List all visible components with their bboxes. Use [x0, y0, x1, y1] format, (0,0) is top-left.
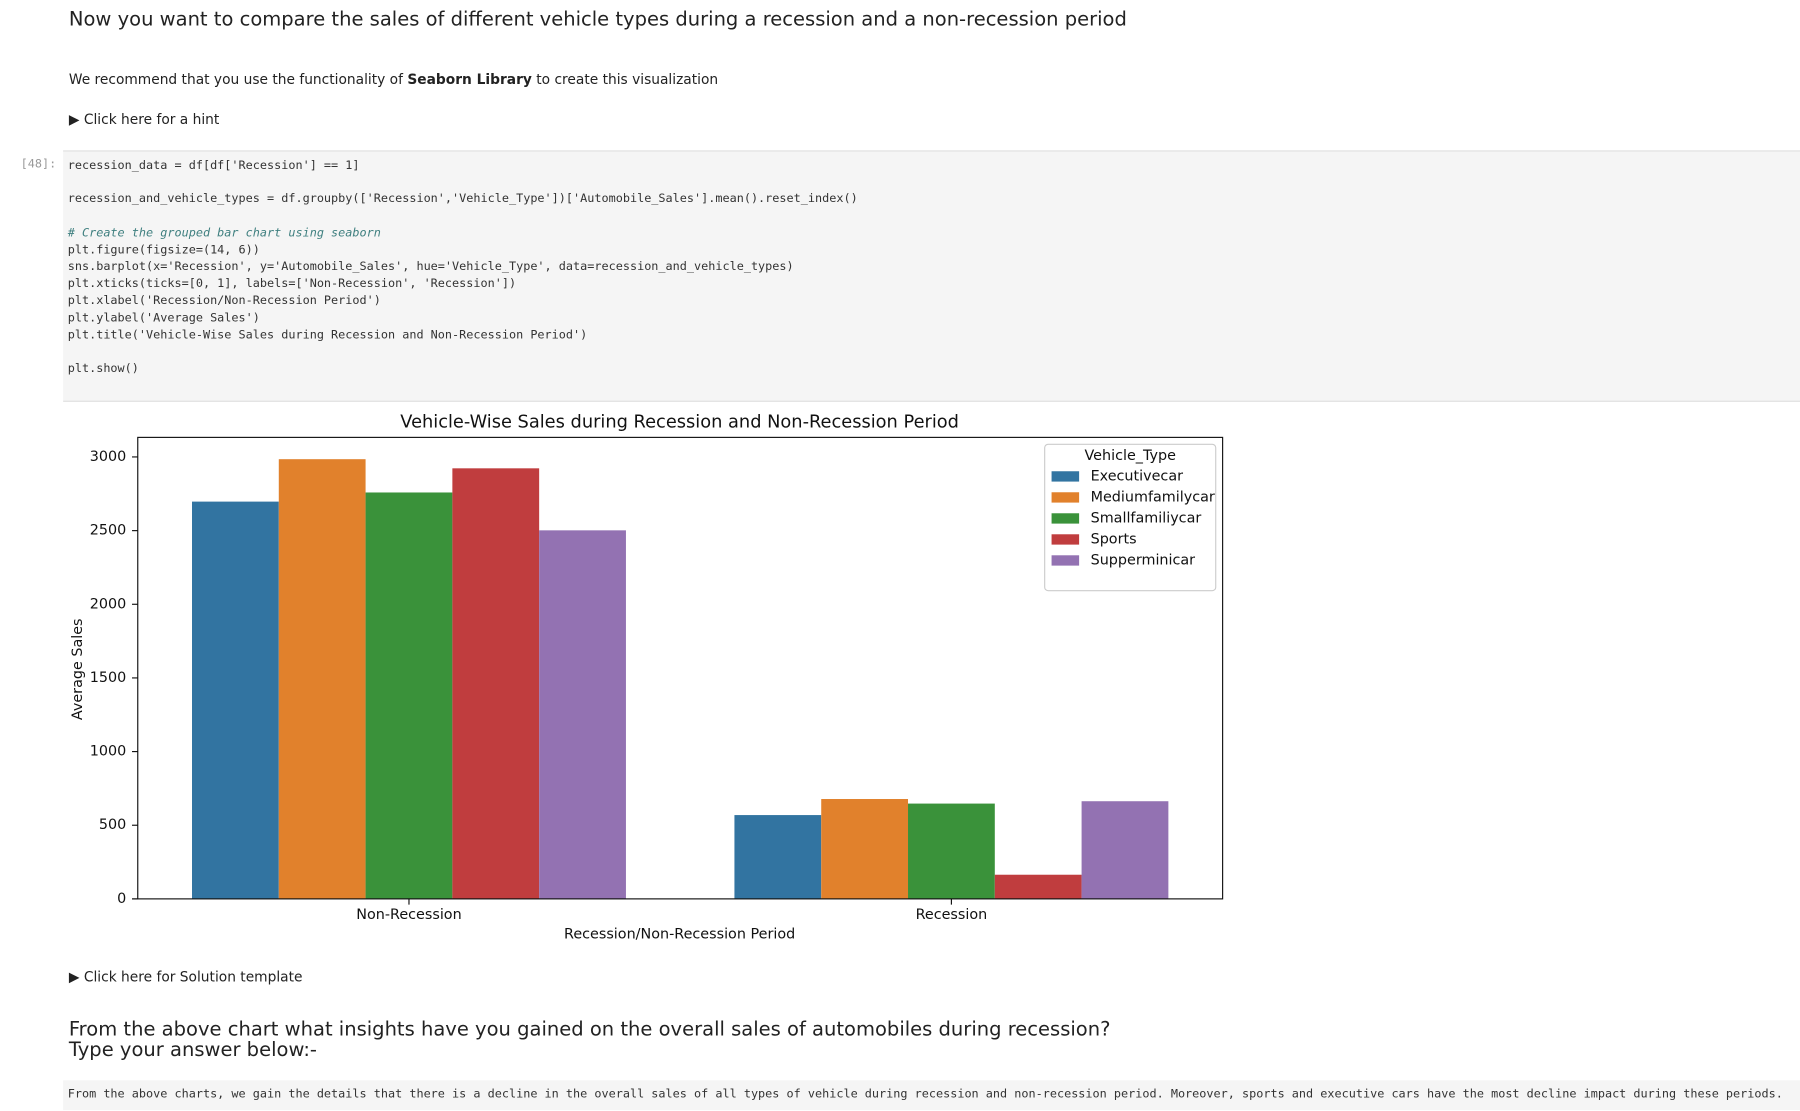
- legend-label: Supperminicar: [1091, 552, 1196, 568]
- code-cell[interactable]: recession_data = df[df['Recession'] == 1…: [63, 150, 1800, 402]
- text: We recommend that you use the functional…: [68, 71, 403, 88]
- y-axis-label: Average Sales: [70, 618, 86, 720]
- bar: [278, 459, 366, 899]
- text: to create this visualization: [536, 71, 719, 88]
- solution-text[interactable]: Click here for Solution template: [83, 968, 303, 985]
- chart-title: Vehicle-Wise Sales during Recession and …: [400, 411, 959, 432]
- y-tick-label: 3000: [90, 449, 127, 465]
- y-tick-label: 0: [117, 891, 126, 907]
- legend-swatch: [1051, 555, 1080, 566]
- answer-cell[interactable]: From the above charts, we gain the detai…: [63, 1080, 1800, 1111]
- legend-swatch: [1051, 513, 1080, 524]
- bar: [192, 501, 279, 899]
- hint-toggle[interactable]: ▶ Click here for a hint: [68, 111, 220, 128]
- bar: [1081, 801, 1169, 899]
- code-line: plt.figure(figsize=(14, 6)): [67, 243, 260, 258]
- code-line: plt.xlabel('Recession/Non-Recession Peri…: [67, 293, 381, 308]
- x-tick-label: Recession: [916, 907, 988, 923]
- bar: [452, 468, 540, 899]
- bar: [365, 492, 453, 899]
- legend-label: Mediumfamilycar: [1091, 489, 1215, 505]
- prompt: [48]:: [20, 157, 57, 172]
- y-tick-label: 2500: [90, 523, 127, 539]
- y-tick-label: 500: [99, 817, 126, 833]
- answer-text: From the above charts, we gain the detai…: [67, 1087, 1783, 1101]
- question-line: From the above chart what insights have …: [68, 1018, 1111, 1042]
- legend-label: Smallfamiliycar: [1091, 510, 1202, 526]
- code-line: plt.title('Vehicle-Wise Sales during Rec…: [67, 328, 588, 343]
- x-tick-label: Non-Recession: [356, 907, 461, 923]
- code-line: plt.xticks(ticks=[0, 1], labels=['Non-Re…: [67, 276, 517, 291]
- code-comment: # Create the grouped bar chart using sea…: [67, 226, 381, 240]
- legend-swatch: [1051, 534, 1080, 545]
- code-line: sns.barplot(x='Recession', y='Automobile…: [67, 259, 794, 274]
- legend-label: Sports: [1091, 531, 1137, 547]
- code-line: recession_and_vehicle_types = df.groupby…: [67, 191, 858, 206]
- legend-swatch: [1051, 492, 1080, 503]
- legend-swatch: [1051, 471, 1080, 482]
- plot-frame: [137, 436, 1224, 900]
- bold-text: Seaborn Library: [407, 71, 532, 88]
- recommendation: We recommend that you use the functional…: [69, 71, 718, 87]
- bar: [908, 803, 995, 899]
- code-line: plt.ylabel('Average Sales'): [67, 311, 260, 325]
- legend-box: [1044, 443, 1217, 592]
- legend-title: Vehicle_Type: [1084, 448, 1176, 464]
- y-tick-label: 2000: [90, 596, 127, 612]
- bar: [994, 874, 1082, 899]
- x-axis-label: Recession/Non-Recession Period: [564, 926, 795, 942]
- bar: [734, 815, 822, 899]
- y-tick-label: 1500: [90, 670, 127, 686]
- legend-label: Executivecar: [1091, 468, 1184, 484]
- heading: Now you want to compare the sales of dif…: [68, 8, 1127, 31]
- question-line: Type your answer below:-: [68, 1038, 317, 1062]
- y-tick-label: 1000: [90, 744, 127, 760]
- question: From the above chart what insights have …: [69, 1019, 1111, 1060]
- chart: Vehicle-Wise Sales during Recession and …: [70, 411, 1224, 942]
- bar: [539, 530, 626, 899]
- code-line: plt.show(): [67, 361, 139, 376]
- bar: [821, 799, 909, 899]
- solution-toggle[interactable]: ▶ Click here for Solution template: [68, 968, 303, 985]
- hint-text[interactable]: Click here for a hint: [83, 111, 220, 128]
- code-line: recession_data = df[df['Recession'] == 1…: [67, 158, 360, 173]
